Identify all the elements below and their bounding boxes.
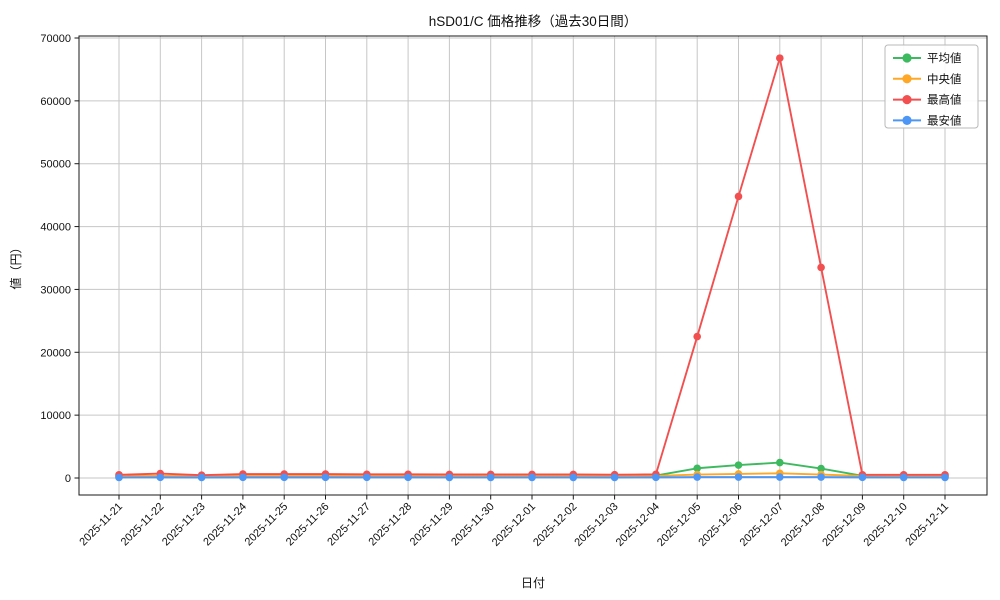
- legend-label: 中央値: [927, 73, 962, 86]
- x-tick-label: 2025-12-05: [655, 501, 703, 549]
- x-tick-labels: 2025-11-212025-11-222025-11-232025-11-24…: [77, 501, 951, 549]
- data-point-marker: [486, 473, 495, 482]
- legend-label: 平均値: [927, 52, 962, 65]
- y-tick-label: 30000: [40, 284, 71, 296]
- axis-ticks: [74, 37, 946, 500]
- data-point-marker: [445, 473, 454, 482]
- data-point-marker: [693, 464, 701, 473]
- y-tick-labels: 0 10000 20000 30000 40000 50000 60000 70000: [40, 33, 71, 485]
- data-series: [115, 54, 949, 482]
- data-point-marker: [363, 473, 371, 482]
- data-point-marker: [817, 263, 825, 272]
- data-point-marker: [776, 54, 784, 62]
- y-tick-label: 60000: [40, 96, 71, 108]
- data-point-marker: [321, 473, 330, 482]
- y-tick-label: 0: [65, 473, 71, 485]
- chart-title: hSD01/C 価格推移（過去30日間）: [429, 14, 638, 29]
- data-point-marker: [858, 473, 867, 482]
- data-point-marker: [239, 473, 247, 482]
- data-point-marker: [569, 473, 578, 482]
- data-point-marker: [776, 458, 784, 467]
- gridlines: [79, 36, 987, 495]
- y-tick-label: 10000: [40, 410, 71, 422]
- data-point-marker: [899, 473, 908, 482]
- x-tick-label: 2025-11-25: [243, 501, 291, 549]
- data-point-marker: [652, 473, 660, 482]
- data-point-marker: [404, 473, 412, 482]
- x-tick-label: 2025-11-29: [408, 501, 456, 549]
- series-最安値: [115, 473, 949, 482]
- data-point-marker: [693, 332, 701, 341]
- data-point-marker: [941, 473, 949, 482]
- y-tick-label: 50000: [40, 159, 71, 171]
- data-point-marker: [197, 473, 206, 482]
- x-tick-label: 2025-12-01: [490, 501, 538, 549]
- data-point-marker: [280, 473, 289, 482]
- legend-label: 最高値: [927, 93, 962, 107]
- x-tick-label: 2025-12-02: [531, 501, 579, 549]
- legend-marker: [902, 115, 912, 125]
- x-tick-label: 2025-12-08: [779, 501, 827, 549]
- x-axis-label: 日付: [521, 576, 545, 590]
- data-point-marker: [817, 473, 825, 481]
- x-tick-label: 2025-12-09: [820, 501, 868, 549]
- data-point-marker: [610, 473, 619, 482]
- y-axis-label: 値（円）: [8, 241, 23, 289]
- legend-marker: [902, 95, 912, 105]
- data-point-marker: [734, 192, 743, 201]
- plot-frame: [78, 35, 988, 496]
- data-point-marker: [817, 464, 825, 473]
- legend-marker: [902, 53, 912, 63]
- x-tick-label: 2025-11-24: [201, 501, 249, 549]
- x-tick-label: 2025-12-03: [572, 501, 620, 549]
- x-tick-label: 2025-12-04: [614, 501, 662, 549]
- legend-box: [884, 44, 979, 129]
- y-tick-label: 20000: [40, 347, 71, 359]
- x-tick-label: 2025-11-23: [160, 501, 208, 549]
- x-tick-label: 2025-12-10: [862, 501, 910, 549]
- x-tick-label: 2025-11-27: [325, 501, 373, 549]
- data-point-marker: [693, 473, 701, 481]
- y-tick-label: 70000: [40, 33, 71, 45]
- legend-label: 最安値: [927, 113, 962, 127]
- legend-marker: [902, 74, 912, 84]
- data-point-marker: [734, 461, 743, 469]
- x-tick-label: 2025-11-22: [119, 501, 167, 549]
- data-point-marker: [528, 473, 536, 482]
- data-point-marker: [115, 473, 123, 482]
- x-tick-label: 2025-12-07: [738, 501, 786, 549]
- x-tick-label: 2025-11-21: [77, 501, 125, 549]
- y-tick-label: 40000: [40, 222, 71, 234]
- data-point-marker: [156, 473, 165, 482]
- data-point-marker: [776, 473, 784, 481]
- x-tick-label: 2025-12-11: [903, 501, 951, 549]
- x-tick-label: 2025-11-26: [284, 501, 332, 549]
- data-point-marker: [734, 473, 743, 481]
- x-tick-label: 2025-12-06: [696, 501, 744, 549]
- x-tick-label: 2025-11-28: [367, 501, 415, 549]
